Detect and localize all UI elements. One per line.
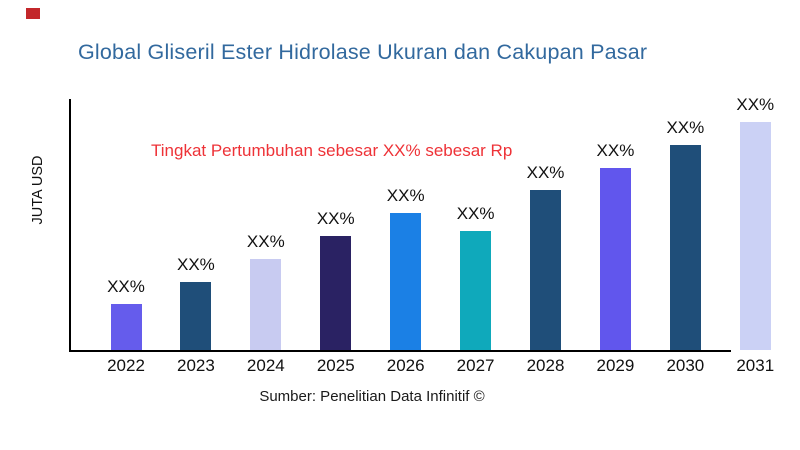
bar-value-label-2028: XX% xyxy=(526,163,565,182)
y-axis-label: JUTA USD xyxy=(30,155,46,225)
x-tick-label-2029: 2029 xyxy=(596,356,635,375)
source-note: Sumber: Penelitian Data Infinitif © xyxy=(259,388,485,405)
growth-rate-annotation: Tingkat Pertumbuhan sebesar XX% sebesar … xyxy=(151,141,513,160)
x-tick-label-2031: 2031 xyxy=(736,356,775,375)
bar-value-label-2023: XX% xyxy=(177,255,215,274)
bar-2024 xyxy=(250,259,282,350)
bar-2027 xyxy=(460,231,492,350)
x-tick-label-2022: 2022 xyxy=(107,356,145,375)
bar-2029 xyxy=(599,168,631,350)
bar-value-label-2026: XX% xyxy=(386,186,425,205)
brand-logo-red-square xyxy=(26,8,40,19)
x-tick-label-2026: 2026 xyxy=(386,356,425,375)
y-axis-line xyxy=(69,99,71,352)
bar-2025 xyxy=(320,236,352,350)
bar-2023 xyxy=(180,282,212,350)
x-tick-label-2025: 2025 xyxy=(316,356,355,375)
bar-value-label-2025: XX% xyxy=(316,209,355,228)
bar-value-label-2024: XX% xyxy=(246,232,285,251)
bar-2022 xyxy=(110,304,142,350)
x-tick-label-2023: 2023 xyxy=(176,356,215,375)
bar-value-label-2031: XX% xyxy=(736,95,775,114)
x-tick-label-2027: 2027 xyxy=(456,356,495,375)
chart-title: Global Gliseril Ester Hidrolase Ukuran d… xyxy=(78,40,648,64)
x-axis-line xyxy=(69,350,731,352)
bar-value-label-2029: XX% xyxy=(596,141,635,160)
bar-2030 xyxy=(669,145,701,350)
x-tick-label-2028: 2028 xyxy=(526,356,565,375)
bar-value-label-2027: XX% xyxy=(456,204,495,223)
bar-2026 xyxy=(390,213,422,350)
x-tick-label-2030: 2030 xyxy=(666,356,705,375)
bar-2028 xyxy=(530,190,562,350)
bar-value-label-2030: XX% xyxy=(666,118,705,137)
bar-2031 xyxy=(739,122,771,350)
bar-value-label-2022: XX% xyxy=(107,277,145,296)
x-tick-label-2024: 2024 xyxy=(246,356,285,375)
